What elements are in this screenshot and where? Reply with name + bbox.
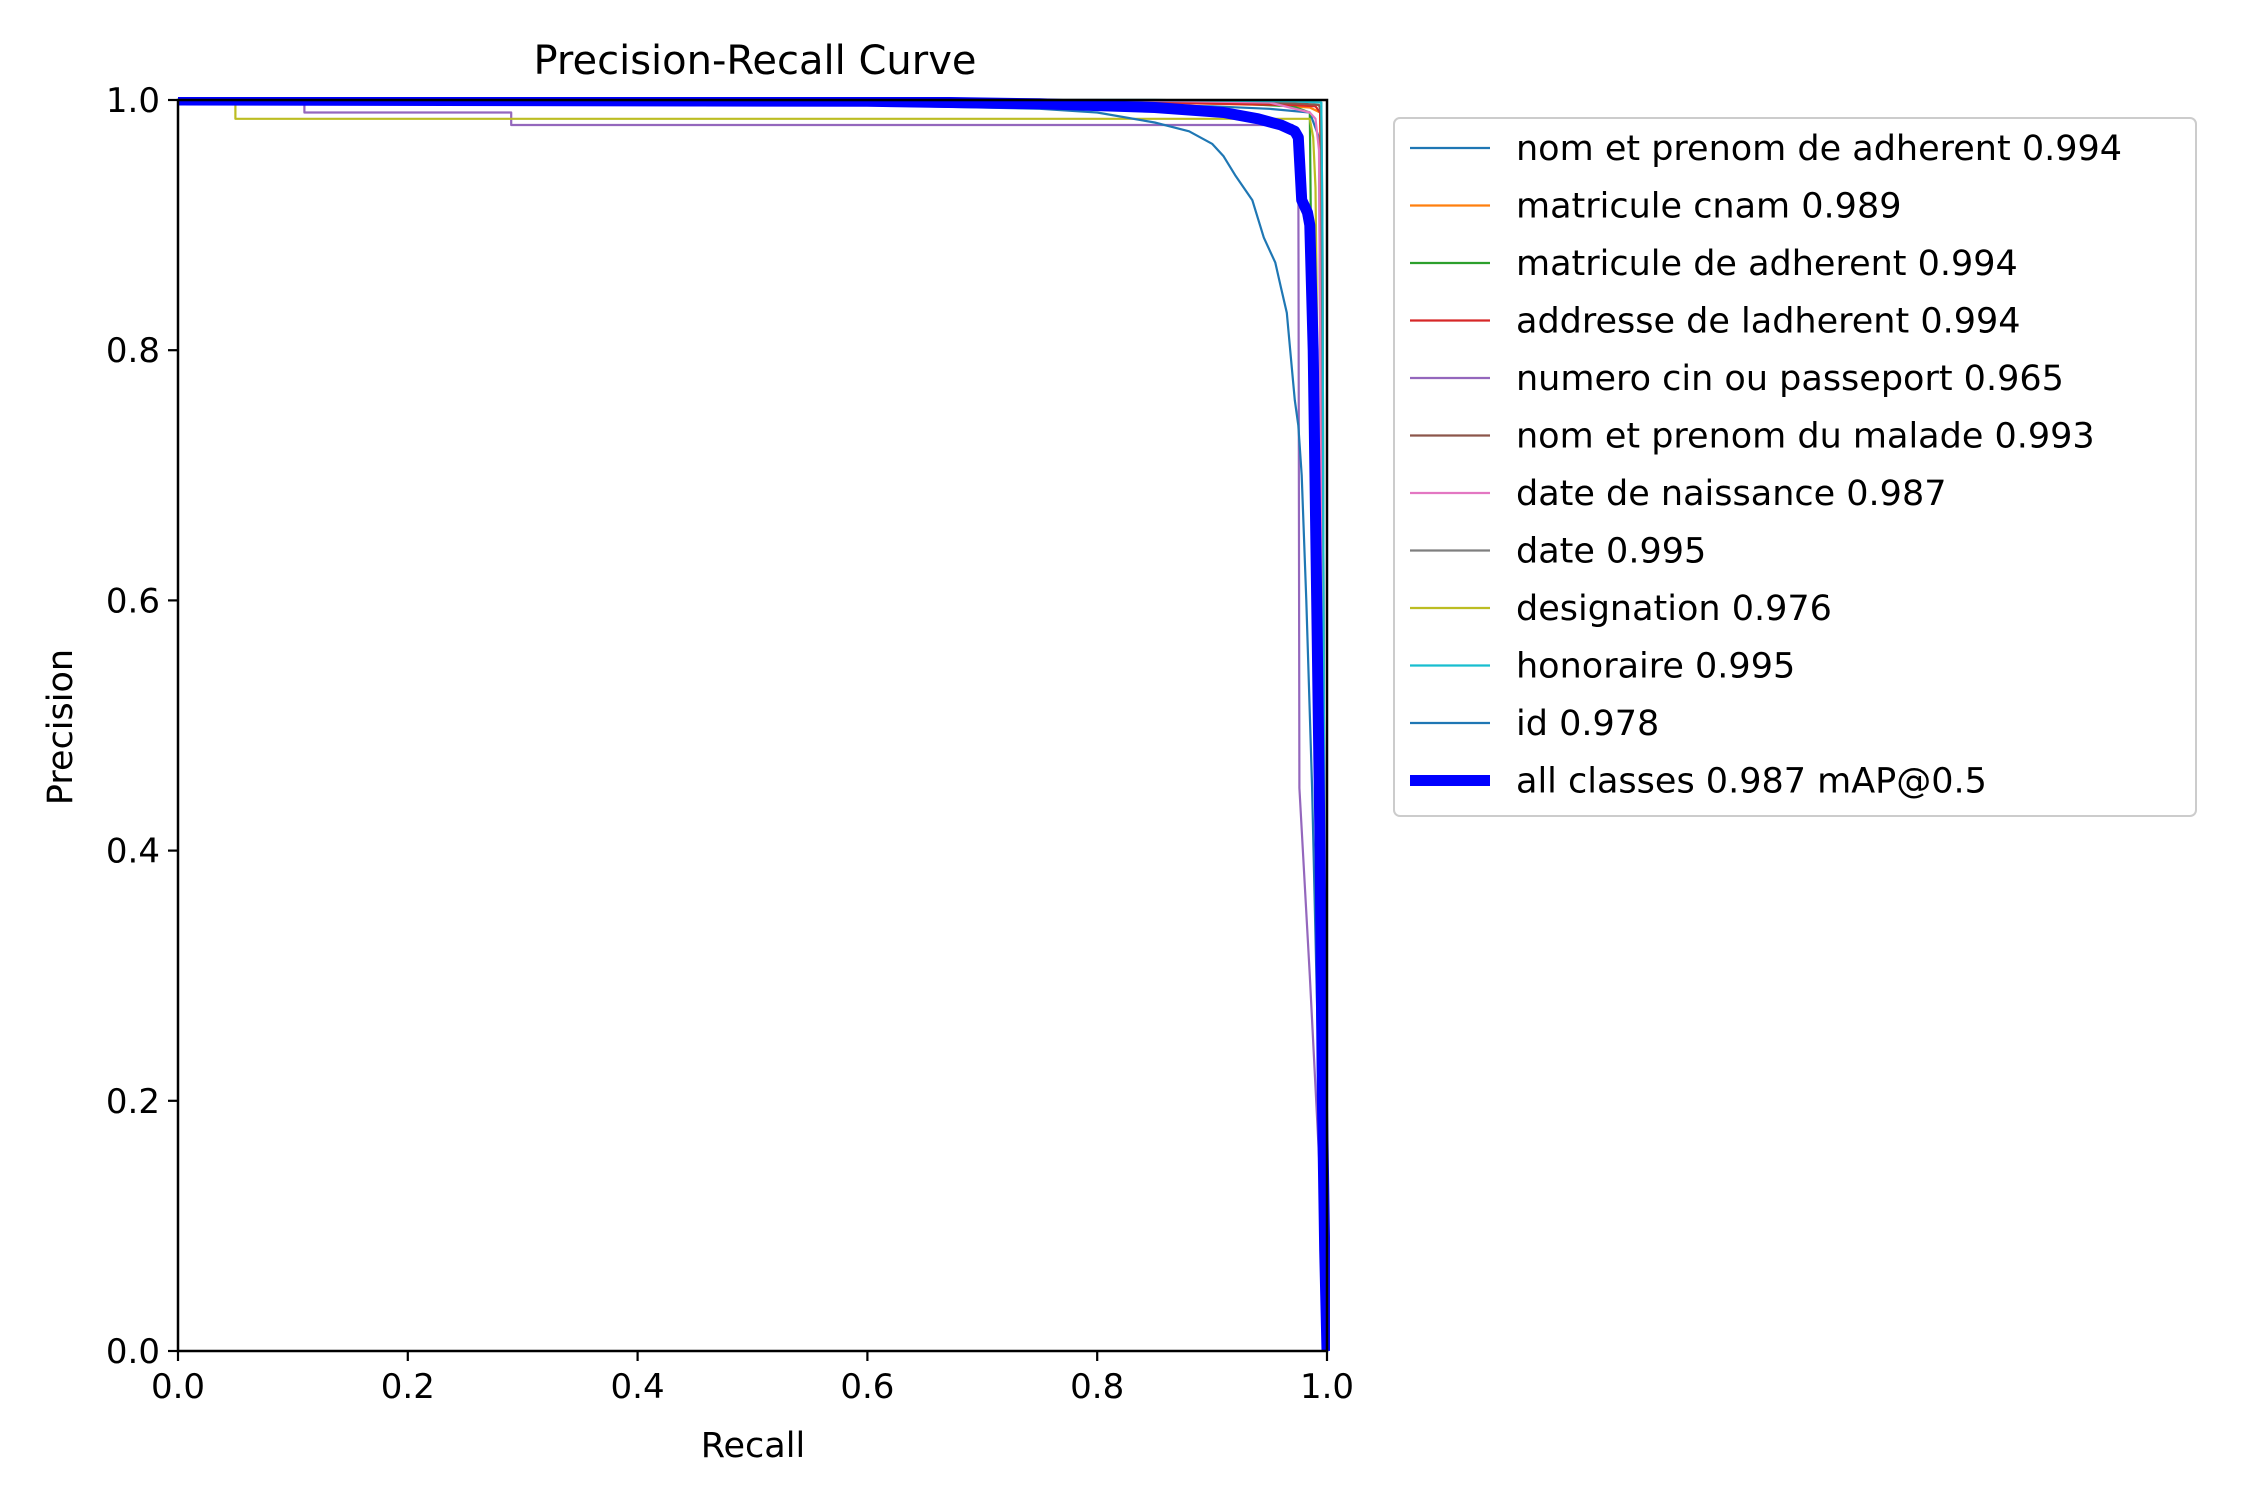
legend: nom et prenom de adherent 0.994 matricule… <box>1393 117 2197 817</box>
legend-label: designation 0.976 <box>1516 589 1832 629</box>
y-axis-ticks: 0.0 0.2 0.4 0.6 0.8 1.0 <box>106 81 178 1372</box>
legend-label: nom et prenom de adherent 0.994 <box>1516 129 2122 169</box>
y-tick-label: 0.4 <box>106 832 160 872</box>
y-tick-label: 0.6 <box>106 581 160 621</box>
x-tick-label: 0.4 <box>611 1367 665 1407</box>
x-tick-label: 1.0 <box>1300 1367 1354 1407</box>
y-tick-label: 0.2 <box>106 1082 160 1122</box>
legend-label: id 0.978 <box>1516 704 1659 744</box>
legend-items: nom et prenom de adherent 0.994 matricule… <box>1410 129 2122 802</box>
legend-label: honoraire 0.995 <box>1516 647 1795 687</box>
legend-label: all classes 0.987 mAP@0.5 <box>1516 762 1987 802</box>
y-tick-label: 0.8 <box>106 331 160 371</box>
legend-box <box>1393 117 2197 817</box>
legend-label: addresse de ladherent 0.994 <box>1516 302 2021 342</box>
x-axis-ticks: 0.0 0.2 0.4 0.6 0.8 1.0 <box>151 1351 1354 1407</box>
legend-label: date de naissance 0.987 <box>1516 474 1946 514</box>
y-tick-label: 1.0 <box>106 81 160 121</box>
series-line-11 <box>177 97 1330 1352</box>
legend-label: nom et prenom du malade 0.993 <box>1516 417 2095 457</box>
x-tick-label: 0.8 <box>1070 1367 1124 1407</box>
series-line-10 <box>177 98 1329 1352</box>
x-tick-label: 0.6 <box>840 1367 894 1407</box>
legend-label: numero cin ou passeport 0.965 <box>1516 359 2064 399</box>
legend-label: matricule de adherent 0.994 <box>1516 244 2018 284</box>
y-tick-label: 0.0 <box>106 1332 160 1372</box>
x-tick-label: 0.2 <box>381 1367 435 1407</box>
x-axis-label: Recall <box>701 1426 805 1466</box>
x-tick-label: 0.0 <box>151 1367 205 1407</box>
legend-label: matricule cnam 0.989 <box>1516 187 1901 227</box>
legend-label: date 0.995 <box>1516 532 1706 572</box>
plot-frame <box>176 98 1329 1353</box>
chart-title: Precision-Recall Curve <box>534 38 977 84</box>
y-axis-label: Precision <box>41 649 81 805</box>
